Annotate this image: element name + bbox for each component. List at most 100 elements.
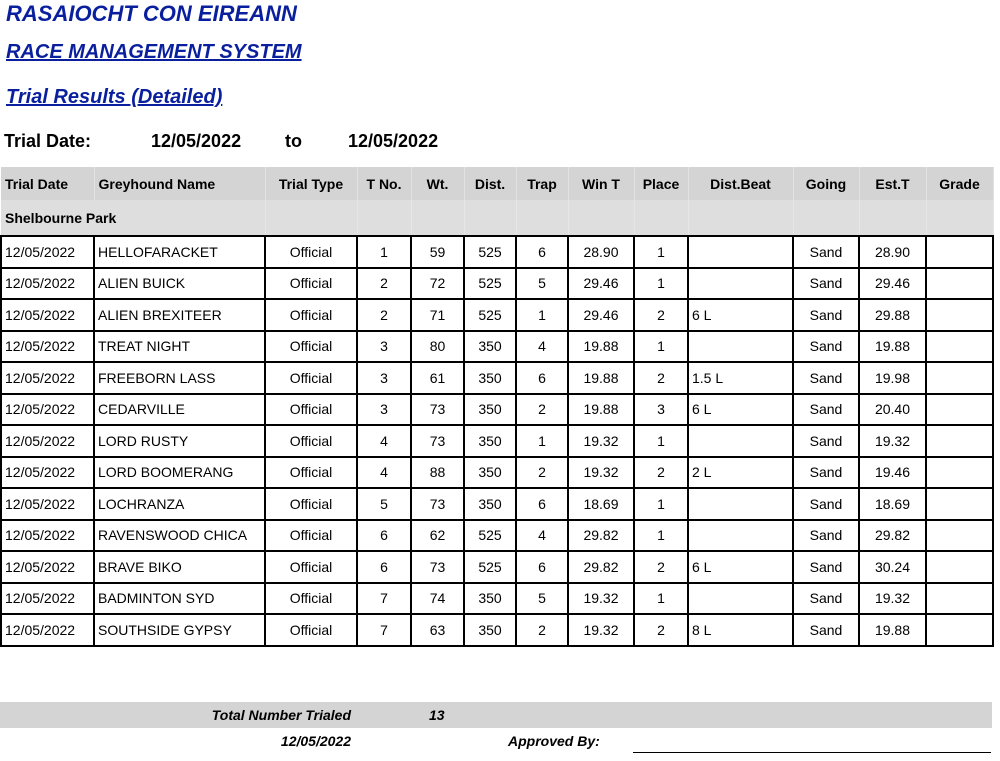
table-cell: Sand <box>792 266 860 300</box>
table-cell: 12/05/2022 <box>0 298 95 332</box>
table-cell: Official <box>264 329 358 363</box>
table-cell: 350 <box>463 613 517 647</box>
table-cell: Official <box>264 298 358 332</box>
table-cell: 12/05/2022 <box>0 392 95 426</box>
table-cell: 73 <box>410 392 465 426</box>
total-count: 13 <box>429 707 445 723</box>
table-cell: Sand <box>792 392 860 426</box>
column-header: Grade <box>926 167 994 200</box>
table-cell: 2 <box>633 298 689 332</box>
table-row: 12/05/2022 CEDARVILLE Official 3 73 350 2 19.88… <box>0 392 994 426</box>
table-cell: 62 <box>410 518 465 552</box>
table-cell: 28.90 <box>567 235 635 269</box>
table-cell <box>925 424 994 458</box>
table-cell <box>687 329 794 363</box>
table-cell: Sand <box>792 361 860 395</box>
table-cell: 19.46 <box>858 455 927 489</box>
table-cell <box>925 361 994 395</box>
table-cell: 2 <box>515 392 569 426</box>
table-cell: 3 <box>356 361 412 395</box>
table-cell: 29.82 <box>567 518 635 552</box>
table-row: 12/05/2022 SOUTHSIDE GYPSY Official 7 63 350 2… <box>0 613 994 647</box>
table-cell: 6 <box>356 518 412 552</box>
table-cell <box>687 424 794 458</box>
table-cell: 29.82 <box>858 518 927 552</box>
table-cell <box>925 613 994 647</box>
table-cell: 20.40 <box>858 392 927 426</box>
table-cell: Sand <box>792 298 860 332</box>
table-cell: 12/05/2022 <box>0 329 95 363</box>
table-cell: Official <box>264 235 358 269</box>
table-cell: BADMINTON SYD <box>93 581 266 615</box>
table-cell <box>687 518 794 552</box>
table-cell: Official <box>264 455 358 489</box>
table-cell: 525 <box>463 235 517 269</box>
table-cell: 1.5 L <box>687 361 794 395</box>
table-cell: Official <box>264 392 358 426</box>
table-cell: 6 <box>515 487 569 521</box>
table-cell: 12/05/2022 <box>0 266 95 300</box>
table-cell: 18.69 <box>858 487 927 521</box>
table-cell: 1 <box>356 235 412 269</box>
table-cell: 19.32 <box>567 424 635 458</box>
table-cell: 19.32 <box>858 424 927 458</box>
table-cell: 2 L <box>687 455 794 489</box>
table-cell: 72 <box>410 266 465 300</box>
header-row: Trial Date Greyhound Name Trial Type T No. W… <box>1 167 994 200</box>
date-to-label: to <box>285 131 302 151</box>
table-cell: 1 <box>633 518 689 552</box>
table-cell <box>925 487 994 521</box>
table-cell: Sand <box>792 581 860 615</box>
table-row: 12/05/2022 LORD RUSTY Official 4 73 350 1 19.32… <box>0 424 994 458</box>
table-cell: BRAVE BIKO <box>93 550 266 584</box>
table-cell: Sand <box>792 455 860 489</box>
table-cell: Official <box>264 518 358 552</box>
column-header: Greyhound Name <box>94 167 266 200</box>
table-cell: 6 <box>515 361 569 395</box>
table-cell: 19.98 <box>858 361 927 395</box>
table-cell: 525 <box>463 518 517 552</box>
table-cell: 1 <box>633 266 689 300</box>
table-cell: 3 <box>633 392 689 426</box>
table-cell: Official <box>264 266 358 300</box>
table-cell: 3 <box>356 392 412 426</box>
table-cell: 5 <box>356 487 412 521</box>
table-cell: 525 <box>463 266 517 300</box>
table-cell: Sand <box>792 550 860 584</box>
table-cell: 1 <box>633 424 689 458</box>
table-cell: 1 <box>515 424 569 458</box>
table-cell: Official <box>264 613 358 647</box>
table-cell: Sand <box>792 518 860 552</box>
table-cell: 2 <box>633 361 689 395</box>
table-cell: 8 L <box>687 613 794 647</box>
footer-row: 12/05/2022 Approved By: <box>0 728 992 755</box>
table-cell: 2 <box>633 550 689 584</box>
table-cell: LORD BOOMERANG <box>93 455 266 489</box>
column-header: Est.T <box>859 167 927 200</box>
table-cell: 19.32 <box>567 613 635 647</box>
table-cell: Sand <box>792 329 860 363</box>
table-cell: 2 <box>633 455 689 489</box>
table-cell: 6 <box>515 235 569 269</box>
system-title: RACE MANAGEMENT SYSTEM <box>6 41 302 63</box>
table-cell: 19.88 <box>858 329 927 363</box>
table-cell: 6 <box>515 550 569 584</box>
table-cell <box>687 487 794 521</box>
column-header: Trial Type <box>265 167 358 200</box>
table-cell: Official <box>264 424 358 458</box>
table-cell: 525 <box>463 550 517 584</box>
table-cell: 80 <box>410 329 465 363</box>
column-header: Trial Date <box>1 167 95 200</box>
table-cell: Sand <box>792 613 860 647</box>
date-to: 12/05/2022 <box>348 131 439 151</box>
table-cell: 2 <box>515 455 569 489</box>
table-cell: 12/05/2022 <box>0 361 95 395</box>
date-from: 12/05/2022 <box>151 131 242 151</box>
table-cell: Sand <box>792 424 860 458</box>
table-cell: 59 <box>410 235 465 269</box>
date-range-label: Trial Date: <box>4 131 92 151</box>
table-cell: 29.46 <box>858 266 927 300</box>
table-cell: ALIEN BUICK <box>93 266 266 300</box>
column-header: T No. <box>357 167 412 200</box>
table-cell: 74 <box>410 581 465 615</box>
